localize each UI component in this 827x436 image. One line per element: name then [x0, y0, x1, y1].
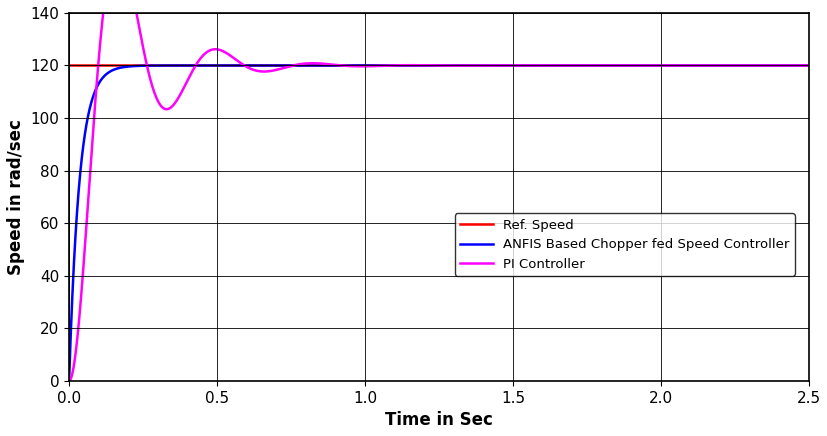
ANFIS Based Chopper fed Speed Controller [452, 63, 461, 68]
Y-axis label: Speed in rad/sec: Speed in rad/sec [7, 119, 25, 275]
PI Controller [64, 378, 74, 383]
PI Controller [501, 63, 511, 68]
Legend: Ref. Speed, ANFIS Based Chopper fed Speed Controller, PI Controller: Ref. Speed, ANFIS Based Chopper fed Spee… [454, 213, 794, 276]
PI Controller [652, 63, 662, 68]
Line: PI Controller: PI Controller [69, 0, 808, 381]
X-axis label: Time in Sec: Time in Sec [385, 411, 492, 429]
ANFIS Based Chopper fed Speed Controller [533, 63, 543, 68]
PI Controller [332, 62, 342, 68]
PI Controller [803, 63, 813, 68]
ANFIS Based Chopper fed Speed Controller [101, 72, 111, 77]
PI Controller [612, 63, 622, 68]
ANFIS Based Chopper fed Speed Controller [803, 63, 813, 68]
ANFIS Based Chopper fed Speed Controller [64, 378, 74, 383]
ANFIS Based Chopper fed Speed Controller [332, 63, 342, 68]
ANFIS Based Chopper fed Speed Controller [612, 63, 622, 68]
ANFIS Based Chopper fed Speed Controller [501, 63, 511, 68]
Line: ANFIS Based Chopper fed Speed Controller: ANFIS Based Chopper fed Speed Controller [69, 65, 808, 381]
ANFIS Based Chopper fed Speed Controller [652, 63, 662, 68]
PI Controller [533, 63, 543, 68]
